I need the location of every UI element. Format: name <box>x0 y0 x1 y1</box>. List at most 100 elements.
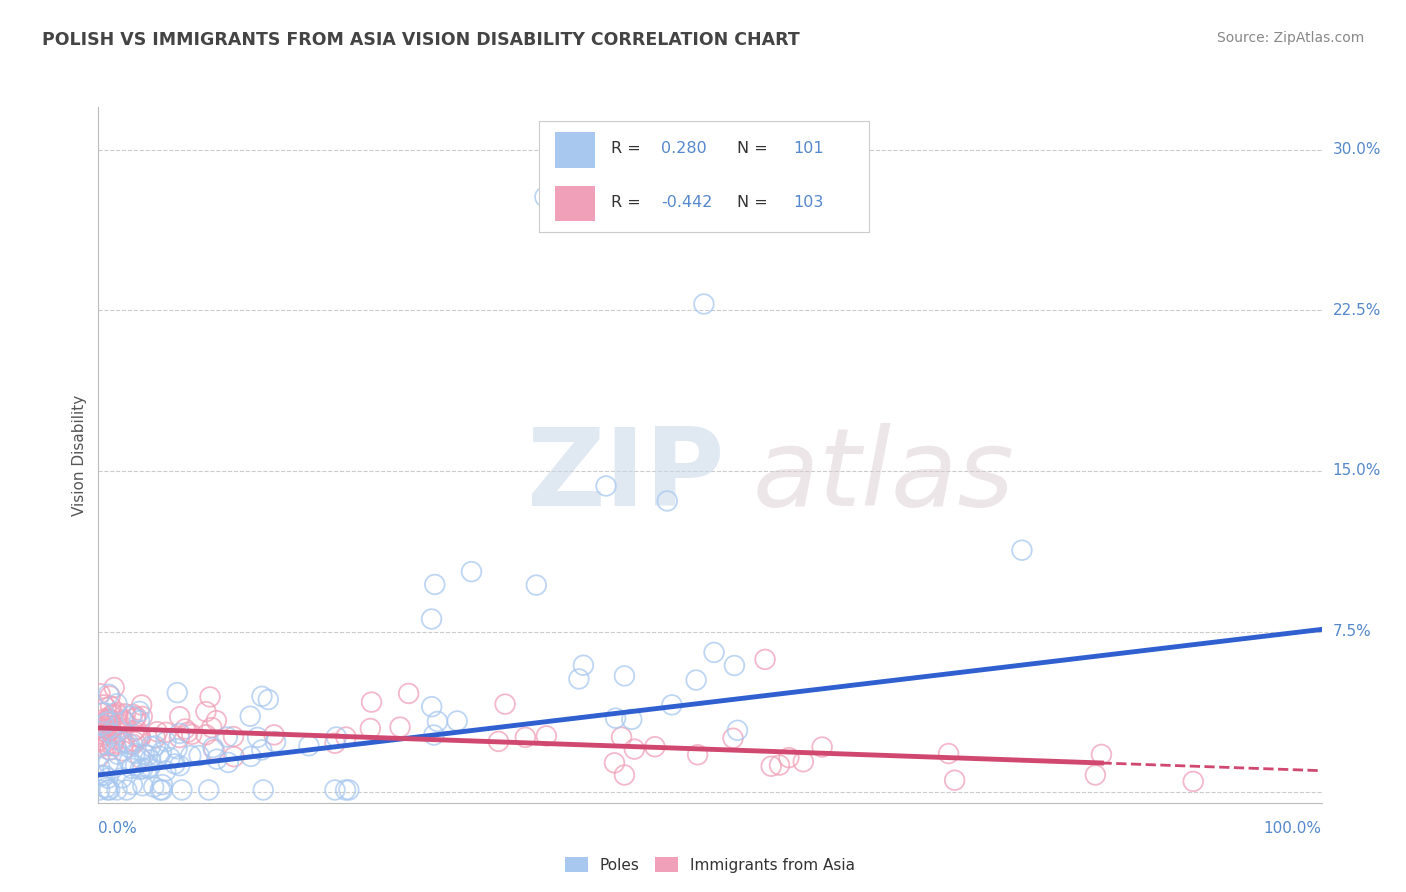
Point <box>96 739 118 753</box>
Point <box>93 717 115 731</box>
Point <box>252 783 274 797</box>
Point <box>205 714 228 728</box>
Point <box>217 730 239 744</box>
Point <box>103 736 125 750</box>
Point <box>112 713 135 727</box>
Point <box>426 714 449 729</box>
Point <box>360 695 382 709</box>
Point <box>89 783 111 797</box>
Point <box>96 714 118 729</box>
Point <box>136 748 159 763</box>
Point <box>90 721 112 735</box>
Point <box>613 669 636 683</box>
Text: 0.0%: 0.0% <box>98 822 138 837</box>
Point <box>446 714 468 728</box>
Point <box>120 709 142 723</box>
Point <box>197 783 219 797</box>
Point <box>94 735 117 749</box>
Point <box>1011 543 1033 558</box>
Point <box>117 740 139 755</box>
Point <box>98 689 121 703</box>
Point <box>201 740 224 755</box>
Point <box>89 726 111 740</box>
Point <box>174 722 197 736</box>
Point <box>250 690 273 704</box>
Point <box>93 706 115 720</box>
Point <box>97 756 120 771</box>
Point <box>194 705 217 719</box>
Point <box>423 728 446 742</box>
Point <box>89 749 111 764</box>
Point <box>118 737 141 751</box>
Point <box>129 731 152 745</box>
Point <box>460 565 482 579</box>
Point <box>657 494 679 508</box>
Point <box>943 773 966 788</box>
Point <box>938 747 960 761</box>
Point <box>335 730 357 744</box>
Point <box>115 783 138 797</box>
Point <box>104 739 127 753</box>
Point <box>146 724 169 739</box>
Point <box>298 739 321 753</box>
Point <box>132 779 155 793</box>
Text: ZIP: ZIP <box>526 423 725 529</box>
Point <box>1090 747 1112 762</box>
Point <box>105 706 128 720</box>
Point <box>685 673 707 687</box>
Point <box>325 730 347 744</box>
Point <box>121 707 143 722</box>
Point <box>263 728 285 742</box>
Point <box>93 724 115 739</box>
Point <box>110 735 132 749</box>
Point <box>98 713 121 727</box>
Point <box>97 687 120 701</box>
Point <box>124 711 146 725</box>
Point <box>108 716 131 731</box>
Point <box>124 735 146 749</box>
Point <box>91 716 114 731</box>
Point <box>264 735 287 749</box>
Point <box>568 672 591 686</box>
Point <box>155 725 177 739</box>
Point <box>104 731 127 746</box>
Point <box>112 714 135 729</box>
Text: 15.0%: 15.0% <box>1333 464 1381 478</box>
Point <box>97 771 120 785</box>
Point <box>198 690 221 704</box>
Point <box>98 783 121 797</box>
Point <box>121 761 143 775</box>
Point <box>217 756 239 770</box>
Point <box>723 658 745 673</box>
Point <box>132 762 155 776</box>
Point <box>620 712 643 726</box>
Point <box>761 759 783 773</box>
Point <box>152 778 174 792</box>
Point <box>112 736 135 750</box>
Point <box>488 734 510 748</box>
Point <box>423 577 446 591</box>
Point <box>239 709 262 723</box>
Point <box>703 645 725 659</box>
Point <box>143 739 166 753</box>
Point <box>169 731 191 745</box>
Point <box>595 479 617 493</box>
Point <box>1182 774 1205 789</box>
Point <box>150 783 173 797</box>
Point <box>222 749 245 764</box>
Text: POLISH VS IMMIGRANTS FROM ASIA VISION DISABILITY CORRELATION CHART: POLISH VS IMMIGRANTS FROM ASIA VISION DI… <box>42 31 800 49</box>
Point <box>246 731 269 745</box>
Point <box>114 715 136 730</box>
Point <box>337 783 360 797</box>
Point <box>163 756 186 771</box>
Point <box>103 719 125 733</box>
Point <box>693 297 716 311</box>
Y-axis label: Vision Disability: Vision Disability <box>72 394 87 516</box>
Point <box>166 741 188 756</box>
Point <box>124 747 146 761</box>
Point <box>177 725 200 739</box>
Point <box>107 707 129 722</box>
Point <box>792 755 814 769</box>
Point <box>98 743 121 757</box>
Point <box>127 730 149 744</box>
